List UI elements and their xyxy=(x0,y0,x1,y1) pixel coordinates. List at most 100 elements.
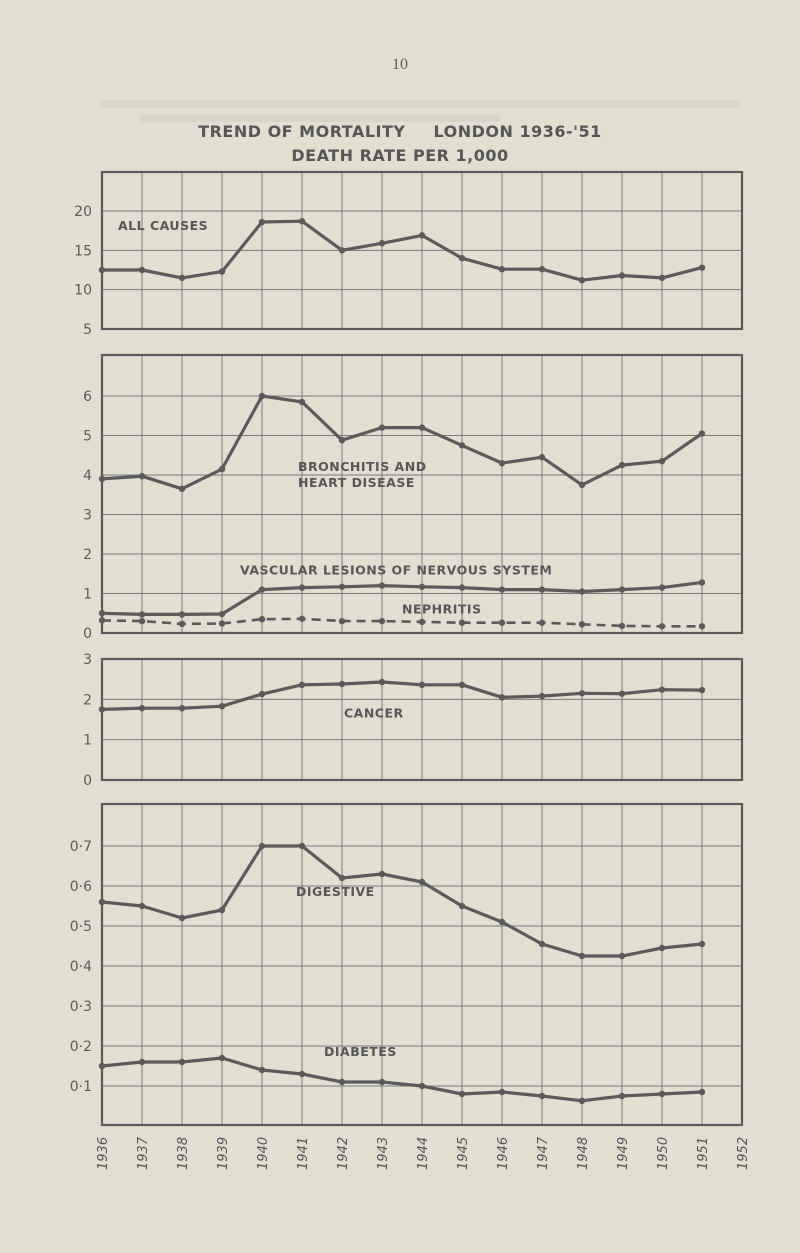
data-point xyxy=(378,582,386,589)
series-line-diabetes xyxy=(101,1056,703,1103)
data-point xyxy=(498,694,506,701)
data-point xyxy=(378,617,386,625)
data-point xyxy=(698,623,706,630)
data-point xyxy=(538,1092,546,1100)
data-point xyxy=(458,584,466,591)
data-point xyxy=(298,842,306,850)
data-point xyxy=(538,266,546,273)
series-label: BRONCHITIS AND xyxy=(298,459,427,474)
data-point xyxy=(498,586,506,593)
show-through-text xyxy=(140,114,500,122)
y-tick-label: 2 xyxy=(83,692,92,708)
data-point xyxy=(98,266,106,274)
data-point xyxy=(498,459,506,467)
data-point xyxy=(618,952,626,960)
data-point xyxy=(178,620,186,628)
data-point xyxy=(458,442,466,449)
data-point xyxy=(418,618,426,626)
x-tick-label: 1943 xyxy=(376,1137,391,1170)
x-tick-label: 1948 xyxy=(576,1137,591,1170)
x-tick-label: 1940 xyxy=(256,1137,271,1170)
data-point xyxy=(178,1058,186,1066)
x-tick-label: 1938 xyxy=(176,1137,191,1170)
y-tick-label: 15 xyxy=(74,243,92,259)
x-tick-label: 1941 xyxy=(296,1137,311,1170)
data-point xyxy=(258,690,266,698)
data-point xyxy=(578,588,586,595)
data-point xyxy=(538,454,546,461)
series-label: ALL CAUSES xyxy=(118,218,208,233)
data-point xyxy=(178,611,186,618)
data-point xyxy=(698,1088,706,1096)
series-label: CANCER xyxy=(344,705,404,720)
x-tick-label: 1937 xyxy=(136,1136,151,1170)
x-tick-label: 1945 xyxy=(456,1137,471,1170)
series-line-digestive xyxy=(101,844,703,958)
data-point xyxy=(378,678,386,686)
y-tick-label: 0·4 xyxy=(70,959,92,975)
data-point xyxy=(538,692,546,700)
show-through-text xyxy=(100,100,740,108)
data-point xyxy=(578,621,586,628)
data-point xyxy=(498,918,506,926)
y-tick-label: 20 xyxy=(74,204,92,220)
data-point xyxy=(178,914,186,922)
data-point xyxy=(98,610,106,617)
data-point xyxy=(338,247,346,254)
data-point xyxy=(698,264,706,271)
data-point xyxy=(578,952,586,960)
data-point xyxy=(458,619,466,626)
y-tick-label: 10 xyxy=(74,283,92,299)
series-label: DIABETES xyxy=(324,1044,397,1059)
data-point xyxy=(258,615,266,623)
data-point xyxy=(218,702,226,710)
data-point xyxy=(298,615,306,622)
data-point xyxy=(418,1082,426,1090)
x-tick-label: 1944 xyxy=(416,1137,431,1170)
y-tick-label: 0·7 xyxy=(70,839,92,855)
y-tick-label: 0 xyxy=(83,626,92,642)
x-tick-label: 1949 xyxy=(616,1137,631,1170)
data-point xyxy=(458,681,466,689)
data-point xyxy=(458,255,466,262)
x-tick-label: 1939 xyxy=(216,1137,231,1170)
data-point xyxy=(418,583,426,590)
series-label: VASCULAR LESIONS OF NERVOUS SYSTEM xyxy=(240,563,552,578)
data-point xyxy=(618,622,626,630)
data-point xyxy=(178,274,186,282)
data-point xyxy=(538,940,546,948)
y-tick-label: 0·3 xyxy=(70,999,92,1015)
data-point xyxy=(698,940,706,948)
data-point xyxy=(218,610,226,618)
data-point xyxy=(258,218,266,226)
data-point xyxy=(698,579,706,586)
series-label: DIGESTIVE xyxy=(296,884,375,899)
data-point xyxy=(138,472,146,480)
data-point xyxy=(658,623,666,630)
data-point xyxy=(618,272,626,279)
data-point xyxy=(178,485,186,493)
title-main: TREND OF MORTALITY xyxy=(198,122,406,141)
data-point xyxy=(258,586,266,593)
data-point xyxy=(658,457,666,465)
y-tick-label: 5 xyxy=(83,429,92,445)
data-point xyxy=(578,481,586,489)
data-point xyxy=(378,240,386,247)
data-point xyxy=(218,1054,226,1062)
data-point xyxy=(138,1058,146,1066)
data-point xyxy=(218,465,226,473)
data-point xyxy=(498,1088,506,1096)
x-tick-label: 1936 xyxy=(96,1137,111,1170)
data-point xyxy=(298,218,306,225)
data-point xyxy=(418,878,426,886)
data-point xyxy=(338,617,346,625)
y-tick-label: 6 xyxy=(83,389,92,405)
series-line-nephritis xyxy=(101,617,702,628)
data-point xyxy=(258,1066,266,1074)
data-point xyxy=(258,842,266,850)
data-point xyxy=(658,1090,666,1098)
data-point xyxy=(658,274,666,282)
data-point xyxy=(618,690,626,697)
data-point xyxy=(458,1090,466,1098)
series-line-vascular-lesions-of-nervous-system xyxy=(101,580,703,617)
